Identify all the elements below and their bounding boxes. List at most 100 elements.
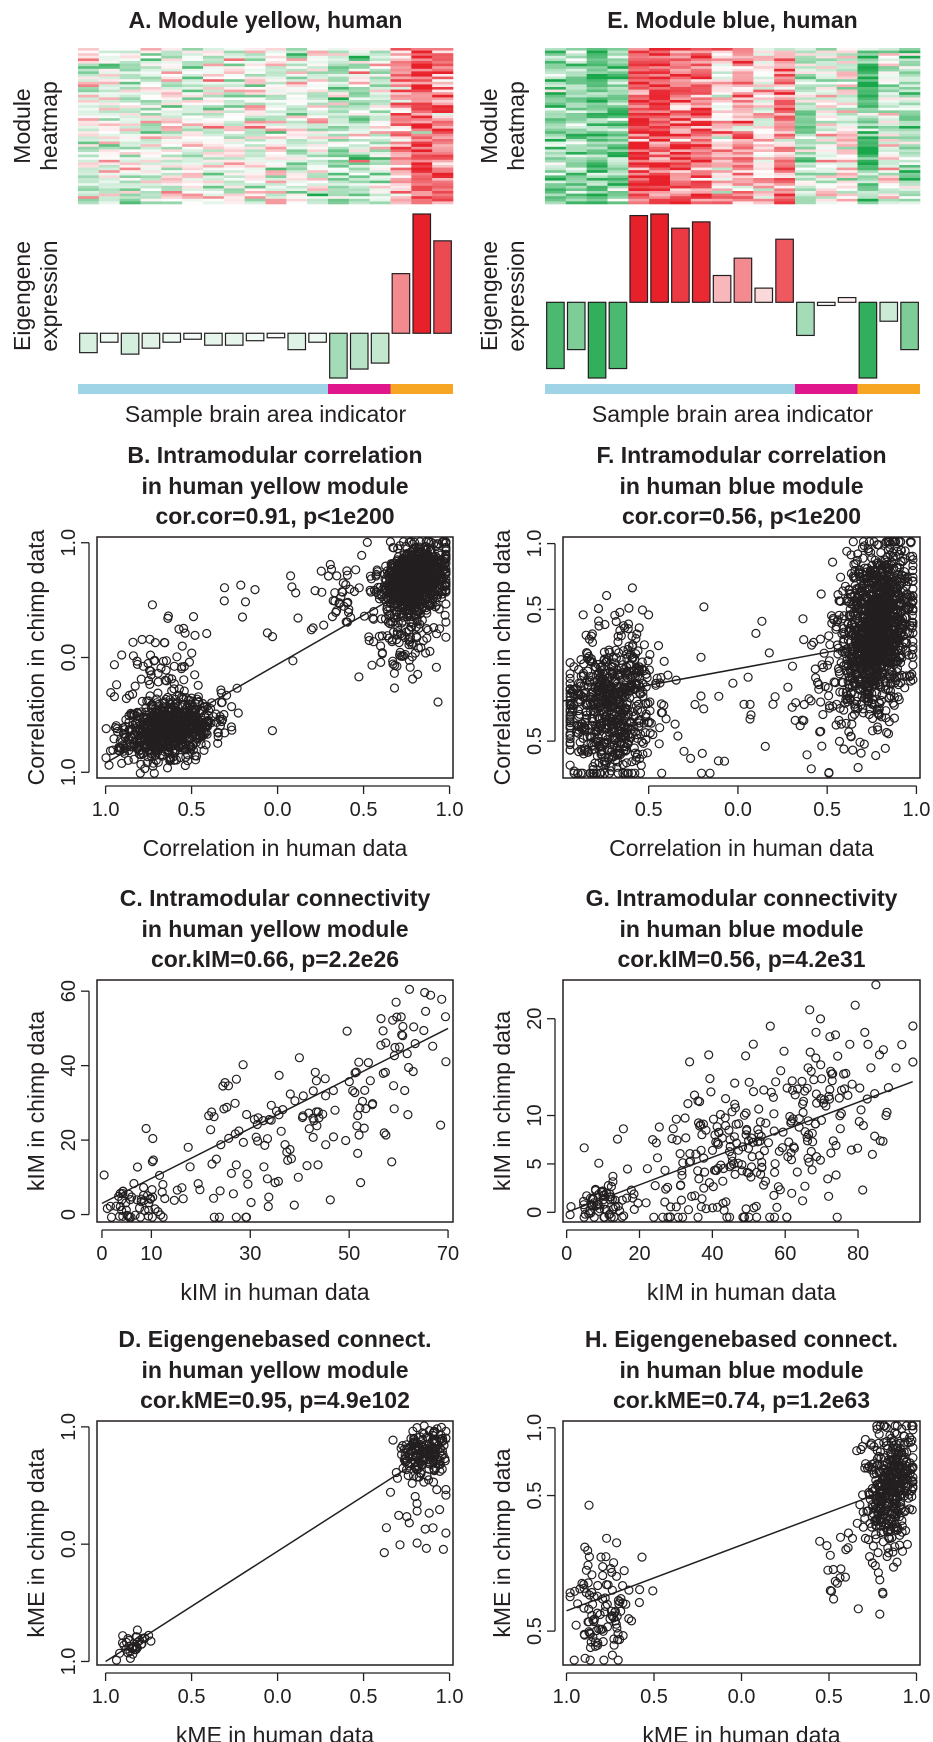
heatmap-cell bbox=[795, 131, 817, 135]
data-point bbox=[656, 708, 667, 718]
heatmap-cell bbox=[586, 120, 608, 124]
heatmap-cell bbox=[565, 167, 587, 171]
heatmap-cell bbox=[836, 113, 858, 116]
data-point bbox=[587, 745, 597, 755]
data-point bbox=[411, 631, 422, 641]
heatmap-cell bbox=[690, 68, 712, 72]
heatmap-cell bbox=[670, 113, 692, 116]
heatmap-cell bbox=[244, 196, 266, 200]
heatmap-cell bbox=[607, 149, 629, 153]
heatmap-cell bbox=[307, 66, 329, 70]
heatmap-cell bbox=[545, 136, 567, 140]
heatmap-cell bbox=[203, 61, 225, 64]
heatmap-cell bbox=[732, 152, 754, 155]
heatmap-cell bbox=[878, 131, 900, 135]
heatmap-cell bbox=[607, 79, 629, 83]
heatmap-cell bbox=[328, 76, 350, 80]
heatmap-cell bbox=[348, 84, 370, 88]
heatmap-cell bbox=[119, 149, 141, 153]
data-point bbox=[349, 586, 359, 597]
heatmap-cell bbox=[348, 188, 370, 192]
heatmap-cell bbox=[628, 87, 650, 90]
heatmap-cell bbox=[795, 94, 817, 98]
heatmap-ylabel: heatmap bbox=[503, 81, 529, 171]
heatmap-cell bbox=[836, 61, 858, 64]
heatmap-cell bbox=[878, 139, 900, 142]
heatmap-cell bbox=[348, 141, 370, 145]
heatmap-cell bbox=[411, 71, 433, 75]
heatmap-cell bbox=[690, 191, 712, 194]
heatmap-cell bbox=[774, 81, 796, 85]
heatmap-cell bbox=[545, 152, 567, 155]
heatmap-cell bbox=[369, 157, 391, 161]
heatmap-cell bbox=[411, 123, 433, 127]
heatmap-cell bbox=[815, 193, 837, 197]
heatmap-cell bbox=[369, 198, 391, 202]
heatmap-cell bbox=[140, 115, 162, 119]
heatmap-cell bbox=[286, 68, 308, 72]
heatmap-cell bbox=[432, 92, 454, 96]
heatmap-cell bbox=[753, 131, 775, 135]
heatmap-cell bbox=[390, 92, 412, 96]
heatmap-cell bbox=[878, 66, 900, 70]
heatmap-cell bbox=[161, 175, 183, 179]
data-point bbox=[163, 747, 174, 757]
heatmap-cell bbox=[732, 58, 754, 62]
heatmap-cell bbox=[98, 185, 120, 189]
heatmap-cell bbox=[98, 76, 120, 80]
heatmap-cell bbox=[857, 170, 879, 174]
data-point bbox=[565, 688, 575, 699]
eigengene-bar bbox=[858, 301, 878, 379]
heatmap-cell bbox=[244, 58, 266, 62]
heatmap-cell bbox=[586, 81, 608, 85]
heatmap-cell bbox=[244, 63, 266, 67]
heatmap-cell bbox=[774, 201, 796, 205]
data-point bbox=[622, 669, 633, 679]
heatmap-cell bbox=[119, 48, 141, 51]
heatmap-cell bbox=[545, 71, 567, 75]
heatmap-cell bbox=[161, 180, 183, 184]
heatmap-cell bbox=[265, 102, 287, 106]
heatmap-cell bbox=[328, 48, 350, 51]
heatmap-cell bbox=[878, 58, 900, 62]
heatmap-cell bbox=[545, 167, 567, 171]
heatmap-cell bbox=[98, 100, 120, 103]
data-point bbox=[816, 589, 826, 599]
eigengene-bar bbox=[566, 301, 586, 351]
heatmap-cell bbox=[545, 157, 567, 161]
heatmap-cell bbox=[390, 102, 412, 106]
eigengene-bar bbox=[691, 221, 711, 303]
heatmap-cell bbox=[586, 185, 608, 189]
heatmap-cell bbox=[732, 61, 754, 64]
heatmap-cell bbox=[836, 149, 858, 153]
heatmap-cell bbox=[711, 198, 733, 202]
data-point bbox=[180, 732, 190, 742]
heatmap-cell bbox=[607, 131, 629, 135]
data-point bbox=[168, 701, 178, 711]
heatmap-cell bbox=[836, 97, 858, 101]
heatmap-cell bbox=[628, 105, 650, 109]
heatmap-cell bbox=[348, 97, 370, 101]
heatmap-cell bbox=[732, 123, 754, 127]
data-point bbox=[121, 693, 132, 704]
heatmap-cell bbox=[649, 89, 671, 93]
heatmap-cell bbox=[265, 131, 287, 135]
heatmap-cell bbox=[753, 185, 775, 189]
heatmap-cell bbox=[223, 79, 245, 83]
heatmap-cell bbox=[565, 178, 587, 181]
heatmap-cell bbox=[670, 185, 692, 189]
data-point bbox=[176, 721, 186, 731]
heatmap-cell bbox=[223, 152, 245, 155]
heatmap-cell bbox=[119, 118, 141, 122]
heatmap-cell bbox=[690, 61, 712, 64]
heatmap-cell bbox=[265, 154, 287, 158]
data-point bbox=[404, 635, 414, 645]
data-point bbox=[109, 734, 119, 744]
heatmap-cell bbox=[182, 100, 204, 103]
data-point bbox=[173, 712, 183, 722]
data-point bbox=[128, 637, 138, 647]
heatmap-cell bbox=[140, 118, 162, 122]
heatmap-cell bbox=[878, 188, 900, 192]
heatmap-cell bbox=[432, 144, 454, 148]
heatmap-cell bbox=[899, 196, 921, 200]
